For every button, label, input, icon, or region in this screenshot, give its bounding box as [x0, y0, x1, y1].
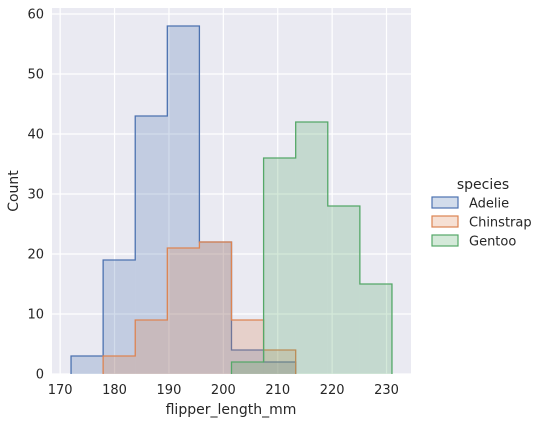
- histogram-bin: [263, 362, 296, 374]
- y-tick-label: 20: [27, 248, 44, 263]
- histogram-bin: [135, 320, 168, 374]
- x-tick-label: 200: [211, 383, 236, 398]
- y-tick-label: 30: [27, 188, 44, 203]
- x-tick-label: 210: [265, 383, 290, 398]
- legend-title: species: [457, 177, 509, 193]
- x-axis-ticks: 170 180 190 200 210 220 230: [48, 383, 399, 398]
- y-tick-label: 0: [36, 368, 44, 383]
- series-gentoo: [230, 121, 393, 374]
- x-tick-label: 220: [320, 383, 345, 398]
- legend-swatch: [431, 215, 459, 228]
- legend-entry-label: Chinstrap: [469, 216, 532, 231]
- histogram-bin: [135, 116, 168, 374]
- x-tick-label: 190: [157, 383, 182, 398]
- histogram-bin: [263, 158, 296, 374]
- series-chinstrap: [102, 241, 297, 374]
- histogram-bin: [231, 362, 264, 374]
- legend-entry-label: Adelie: [469, 197, 509, 212]
- histogram-bars: [70, 25, 393, 374]
- x-tick-label: 180: [102, 383, 127, 398]
- y-tick-label: 60: [27, 8, 44, 23]
- x-tick-label: 230: [374, 383, 399, 398]
- x-tick-label: 170: [48, 383, 73, 398]
- histogram-bin: [71, 356, 104, 374]
- histogram-bin: [199, 242, 232, 374]
- histogram-bin: [327, 206, 360, 374]
- x-axis-label: flipper_length_mm: [166, 402, 297, 418]
- histogram-bin: [103, 260, 136, 374]
- histogram-bin: [231, 320, 264, 374]
- legend-entry-label: Gentoo: [469, 235, 516, 250]
- legend-swatch: [431, 196, 459, 209]
- histogram-bin: [167, 248, 200, 374]
- histogram-bin: [103, 356, 136, 374]
- histogram-bin: [359, 284, 392, 374]
- histogram-bin: [295, 122, 328, 374]
- histogram-bin: [263, 350, 296, 374]
- legend: species Adelie Chinstrap Gentoo: [431, 177, 532, 250]
- histogram-step-outline: [230, 121, 393, 374]
- y-tick-label: 10: [27, 308, 44, 323]
- series-adelie: [70, 25, 297, 374]
- y-tick-label: 50: [27, 68, 44, 83]
- y-axis-label: Count: [6, 170, 22, 212]
- y-tick-label: 40: [27, 128, 44, 143]
- histogram-bin: [167, 26, 200, 374]
- histogram-bin: [199, 242, 232, 374]
- y-axis-ticks: 0 10 20 30 40 50 60: [27, 8, 44, 383]
- legend-swatch: [431, 234, 459, 247]
